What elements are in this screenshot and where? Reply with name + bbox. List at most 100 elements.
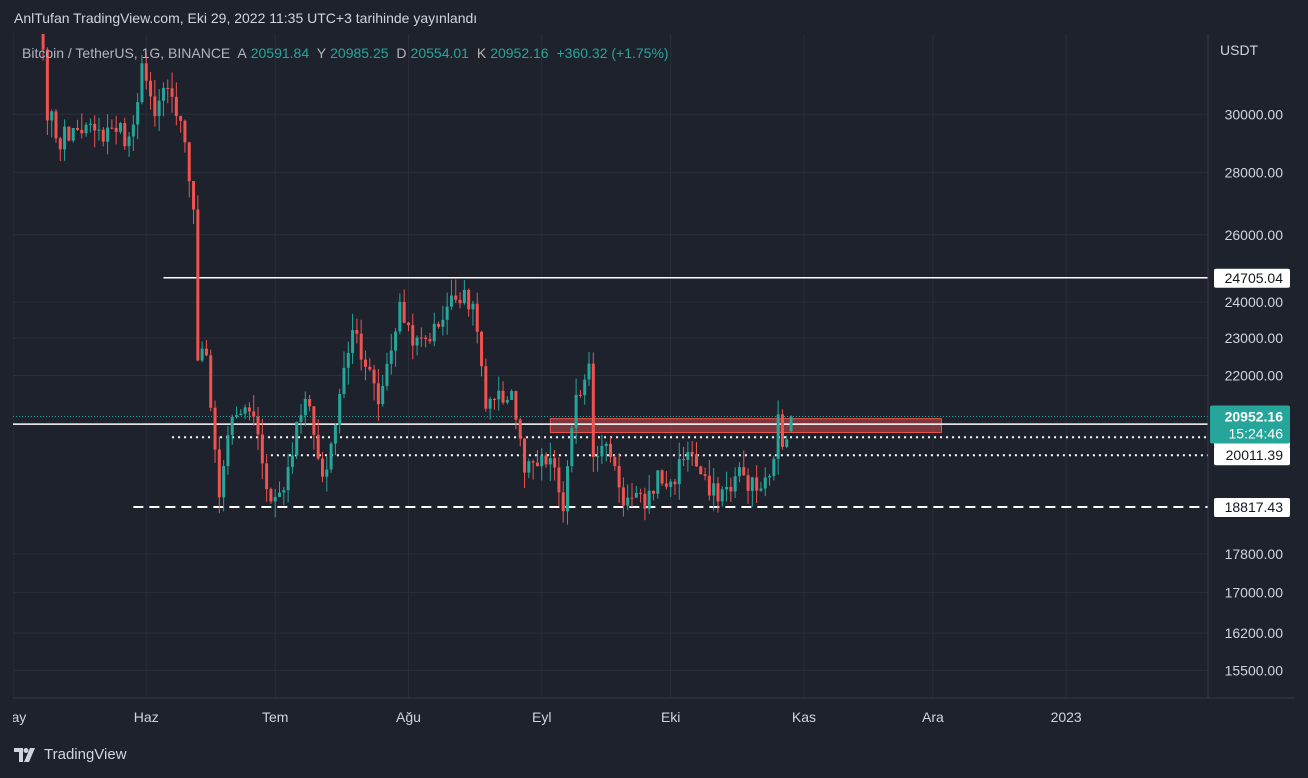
candle-body	[110, 127, 114, 129]
candle-body	[45, 49, 49, 121]
x-tick-label: 2023	[1051, 709, 1082, 725]
candle-body	[553, 458, 557, 468]
candle-body	[583, 379, 587, 396]
y-tick-label: 23000.00	[1225, 330, 1284, 346]
candle-body	[308, 398, 312, 407]
candle-body	[71, 128, 75, 141]
candlestick-chart[interactable]: USDT 30000.00 28000.00 26000.00 24000.00 230…	[0, 0, 1295, 734]
candle-body	[144, 63, 148, 81]
candle-body	[458, 299, 462, 304]
line-price-label: 18817.43	[1225, 499, 1284, 515]
candle-body	[256, 416, 260, 435]
candle-body	[664, 483, 668, 487]
candle-body	[243, 407, 247, 414]
candle-body	[523, 438, 527, 473]
candle-body	[647, 490, 651, 509]
x-tick-label: Haz	[134, 709, 159, 725]
candle-body	[179, 116, 183, 121]
candle-body	[643, 493, 647, 509]
candle-body	[402, 302, 406, 323]
candle-body	[510, 391, 514, 400]
candle-body	[660, 470, 664, 484]
candle-body	[699, 466, 703, 475]
candle-body	[389, 350, 393, 364]
candle-body	[497, 390, 501, 400]
line-price-label-bg	[1214, 446, 1290, 466]
y-tick-label: 30000.00	[1225, 106, 1284, 122]
candle-body	[772, 458, 776, 477]
candle-body	[441, 319, 445, 327]
line-price-label-bg	[1214, 498, 1290, 518]
symbol-name[interactable]: Bitcoin / TetherUS, 1G, BINANCE	[22, 45, 231, 61]
candle-body	[346, 352, 350, 368]
candle-body	[114, 127, 118, 132]
resistance-zone[interactable]	[549, 418, 942, 433]
low-value: 20554.01	[410, 45, 469, 61]
candle-body	[437, 323, 441, 327]
y-tick-label: 24000.00	[1225, 294, 1284, 310]
candle-body	[118, 123, 122, 132]
candle-body	[333, 424, 337, 444]
candle-body	[88, 123, 92, 125]
candle-body	[381, 385, 385, 405]
y-tick-label: 15500.00	[1225, 662, 1284, 678]
candle-body	[290, 455, 294, 467]
x-tick-label: Ara	[922, 709, 944, 725]
candle-body	[480, 331, 484, 367]
price-axis[interactable]: 30000.00 28000.00 26000.00 24000.00 23000.00…	[1225, 106, 1284, 678]
candle-body	[725, 486, 729, 490]
candle-body	[488, 398, 492, 409]
candle-body	[140, 63, 144, 103]
candle-body	[531, 461, 535, 463]
candles	[37, 0, 793, 525]
candle-body	[733, 476, 737, 492]
candle-body	[514, 391, 518, 420]
candle-body	[776, 414, 780, 459]
candle-body	[445, 306, 449, 320]
candle-body	[153, 96, 157, 117]
candle-body	[170, 88, 174, 97]
chart-area[interactable]: USDT 30000.00 28000.00 26000.00 24000.00 230…	[0, 0, 1295, 734]
candle-body	[591, 363, 595, 457]
candle-body	[780, 414, 784, 447]
candle-body	[518, 419, 522, 439]
candle-body	[273, 496, 277, 502]
candle-body	[385, 363, 389, 386]
candle-body	[669, 481, 673, 487]
candle-body	[368, 366, 372, 370]
candle-body	[320, 458, 324, 477]
candle-body	[492, 398, 496, 400]
candle-body	[746, 475, 750, 491]
candle-body	[596, 456, 600, 458]
candle-body	[755, 477, 759, 491]
candle-body	[535, 462, 539, 467]
candle-body	[166, 87, 170, 89]
candle-body	[149, 80, 153, 97]
candle-body	[527, 461, 531, 473]
candle-body	[540, 455, 544, 467]
candle-body	[505, 399, 509, 403]
ohlc-legend: Bitcoin / TetherUS, 1G, BINANCE A 20591.8…	[22, 45, 673, 61]
open-label: A	[237, 45, 247, 61]
candle-body	[187, 142, 191, 182]
high-value: 20985.25	[330, 45, 389, 61]
candle-body	[475, 303, 479, 332]
candle-body	[97, 129, 101, 131]
candle-body	[630, 497, 634, 499]
low-label: D	[396, 45, 407, 61]
candle-body	[763, 477, 767, 489]
candle-body	[415, 337, 419, 346]
candle-body	[174, 96, 178, 117]
candle-body	[742, 467, 746, 476]
candle-body	[677, 459, 681, 485]
chart-background	[13, 34, 1295, 734]
x-tick-label: Eki	[661, 709, 680, 725]
time-axis[interactable]: May Haz Tem Ağu Eyl Eki Kas Ara 2023	[0, 709, 1082, 725]
candle-body	[716, 483, 720, 502]
y-tick-label: 22000.00	[1225, 367, 1284, 383]
currency-label: USDT	[1220, 42, 1259, 58]
tradingview-logo-icon	[14, 747, 35, 762]
line-price-label-bg	[1214, 268, 1290, 288]
candle-body	[161, 87, 165, 101]
candle-body	[398, 302, 402, 332]
